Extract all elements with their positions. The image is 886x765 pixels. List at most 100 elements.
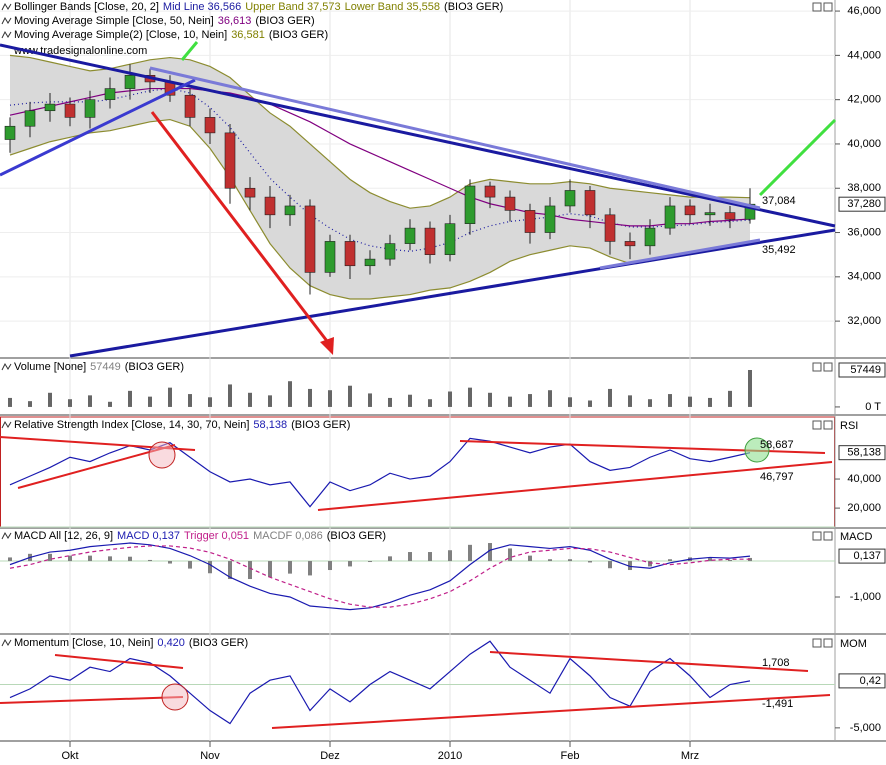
header-part: (BIO3 GER) [291, 419, 350, 431]
series-line [9, 54, 751, 209]
header-part: Moving Average Simple(2) [Close, 10, Nei… [14, 29, 227, 41]
series-line [9, 542, 751, 611]
header: Moving Average Simple [Close, 50, Nein] 3… [14, 15, 315, 27]
header-icon [1, 30, 12, 39]
panel-button[interactable] [812, 2, 822, 12]
target-line [758, 118, 837, 197]
candle-body [364, 258, 376, 267]
y-tick-label: 40,000 [847, 138, 881, 150]
panel-button[interactable] [812, 638, 822, 648]
bar [328, 390, 332, 407]
drawings [0, 41, 837, 729]
candle-body [584, 190, 596, 216]
bar [408, 394, 412, 407]
bar [388, 556, 392, 562]
bar [68, 555, 72, 562]
highlight [161, 683, 189, 711]
bar [208, 561, 212, 574]
candle-body [344, 241, 356, 267]
bar [188, 394, 192, 407]
target-line [180, 41, 199, 61]
header-part: MACDF 0,086 [253, 530, 323, 542]
y-tick-label: 46,000 [847, 5, 881, 17]
bar [148, 396, 152, 407]
header-part: Trigger 0,051 [184, 530, 249, 542]
bar [748, 369, 752, 407]
panel-button[interactable] [823, 531, 833, 541]
bar [148, 559, 152, 562]
x-tick-label: Mrz [681, 750, 699, 762]
bar [108, 556, 112, 562]
trendline [317, 461, 833, 511]
x-tick-label: Okt [61, 750, 78, 762]
bar [548, 390, 552, 407]
candle-body [704, 212, 716, 216]
last-value-box [838, 362, 886, 378]
panel-button[interactable] [823, 420, 833, 430]
candle-body [484, 185, 496, 198]
bar [528, 555, 532, 562]
candle-body [504, 196, 516, 211]
header-icon [1, 362, 12, 371]
y-tick-label: -1,000 [850, 591, 881, 603]
bar [168, 561, 172, 564]
candle-body [384, 243, 396, 260]
bar [248, 392, 252, 407]
bar [48, 392, 52, 407]
bar [548, 559, 552, 562]
candle-body [304, 205, 316, 273]
bar [628, 561, 632, 571]
candle-body [124, 74, 136, 89]
panel-button[interactable] [812, 420, 822, 430]
bar [588, 400, 592, 407]
bar [588, 561, 592, 563]
last-value-label: 57449 [850, 364, 881, 376]
highlight [148, 441, 176, 469]
candle-body [664, 205, 676, 229]
candle-body [84, 99, 96, 118]
bar [208, 397, 212, 407]
axis-title: MACD [840, 531, 872, 543]
bar [308, 388, 312, 407]
panel-button[interactable] [823, 362, 833, 372]
candle-body [404, 227, 416, 244]
bar [128, 390, 132, 407]
panel-button[interactable] [812, 362, 822, 372]
header-part: (BIO3 GER) [189, 637, 248, 649]
header-part: 0,420 [157, 637, 185, 649]
header-part: (BIO3 GER) [327, 530, 386, 542]
bar [568, 397, 572, 407]
candle-body [24, 110, 36, 127]
y-tick-label: 34,000 [847, 271, 881, 283]
bar [628, 395, 632, 407]
axis-title-box [837, 419, 885, 433]
trendline [149, 66, 761, 210]
panel-button[interactable] [823, 638, 833, 648]
candle-body [464, 185, 476, 224]
last-value-box [838, 673, 886, 689]
candle-body [44, 103, 56, 112]
candle-body [324, 241, 336, 273]
bar [68, 399, 72, 407]
header: Volume [None] 57449 (BIO3 GER) [14, 361, 184, 373]
candle-body [564, 190, 576, 207]
x-tick-label: 2010 [438, 750, 462, 762]
panel-button[interactable] [812, 531, 822, 541]
bar [468, 544, 472, 562]
bar [508, 396, 512, 407]
bar [288, 561, 292, 574]
panel-button[interactable] [823, 2, 833, 12]
bar [28, 401, 32, 407]
bar [428, 552, 432, 562]
arrow-head [320, 337, 334, 355]
candle-body [204, 117, 216, 134]
trendline [0, 43, 836, 228]
header-part: (BIO3 GER) [255, 15, 314, 27]
last-value-box [838, 445, 886, 461]
axis-title-box [837, 637, 885, 651]
header-part: Mid Line 36,566 [163, 1, 241, 13]
candle-body [444, 223, 456, 255]
header-icon [1, 531, 12, 540]
header-icon [1, 2, 12, 11]
